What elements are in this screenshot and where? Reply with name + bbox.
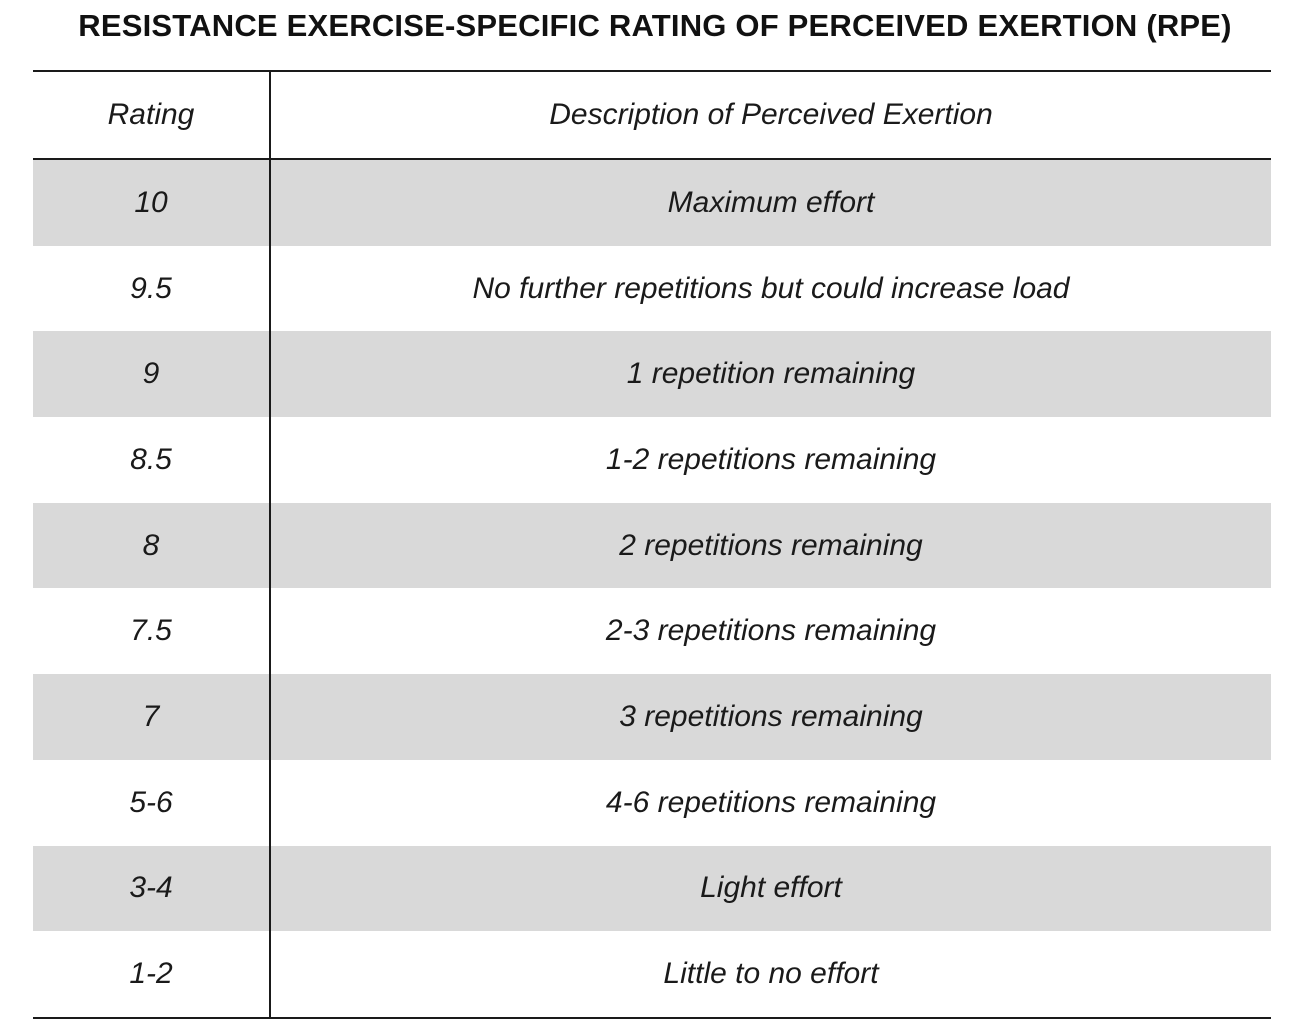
table-row: 1-2 Little to no effort [33, 931, 1271, 1017]
table-row: 9.5 No further repetitions but could inc… [33, 245, 1271, 332]
table-row: 8 2 repetitions remaining [33, 502, 1271, 589]
description-cell: Maximum effort [667, 185, 875, 219]
table-row: 8.5 1-2 repetitions remaining [33, 417, 1271, 503]
table-row: 5-6 4-6 repetitions remaining [33, 759, 1271, 846]
rating-cell: 7.5 [33, 588, 271, 675]
rating-cell: 5-6 [33, 759, 271, 846]
description-cell: Light effort [700, 871, 842, 905]
rating-cell: 8.5 [33, 417, 271, 503]
description-cell: 4-6 repetitions remaining [605, 785, 937, 819]
rating-cell: 7 [33, 674, 271, 760]
rating-cell: 9 [33, 331, 271, 418]
rating-cell: 10 [33, 160, 271, 246]
top-rule [33, 70, 1271, 72]
table-row: 3-4 Light effort [33, 845, 1271, 932]
table-row: 7 3 repetitions remaining [33, 674, 1271, 760]
rating-cell: 1-2 [33, 931, 271, 1017]
description-cell: 1 repetition remaining [626, 357, 916, 391]
rating-cell: 8 [33, 502, 271, 589]
header-rule [33, 158, 1271, 160]
description-cell: No further repetitions but could increas… [472, 271, 1070, 305]
table-header-row: Rating Description of Perceived Exertion [33, 72, 1271, 158]
bottom-rule [33, 1016, 1271, 1019]
table-row: 7.5 2-3 repetitions remaining [33, 588, 1271, 675]
description-cell: Little to no effort [663, 957, 879, 991]
description-cell: 3 repetitions remaining [619, 699, 923, 733]
description-cell: 1-2 repetitions remaining [605, 442, 937, 476]
table-row: 9 1 repetition remaining [33, 331, 1271, 418]
table-row: 10 Maximum effort [33, 160, 1271, 246]
header-rating: Rating [33, 72, 271, 158]
rating-cell: 9.5 [33, 245, 271, 332]
header-description: Description of Perceived Exertion [549, 98, 993, 131]
table-title: RESISTANCE EXERCISE-SPECIFIC RATING OF P… [78, 8, 1232, 43]
description-cell: 2 repetitions remaining [619, 528, 923, 562]
description-cell: 2-3 repetitions remaining [605, 614, 937, 648]
rpe-table: Rating Description of Perceived Exertion… [33, 70, 1271, 1019]
rating-cell: 3-4 [33, 845, 271, 932]
